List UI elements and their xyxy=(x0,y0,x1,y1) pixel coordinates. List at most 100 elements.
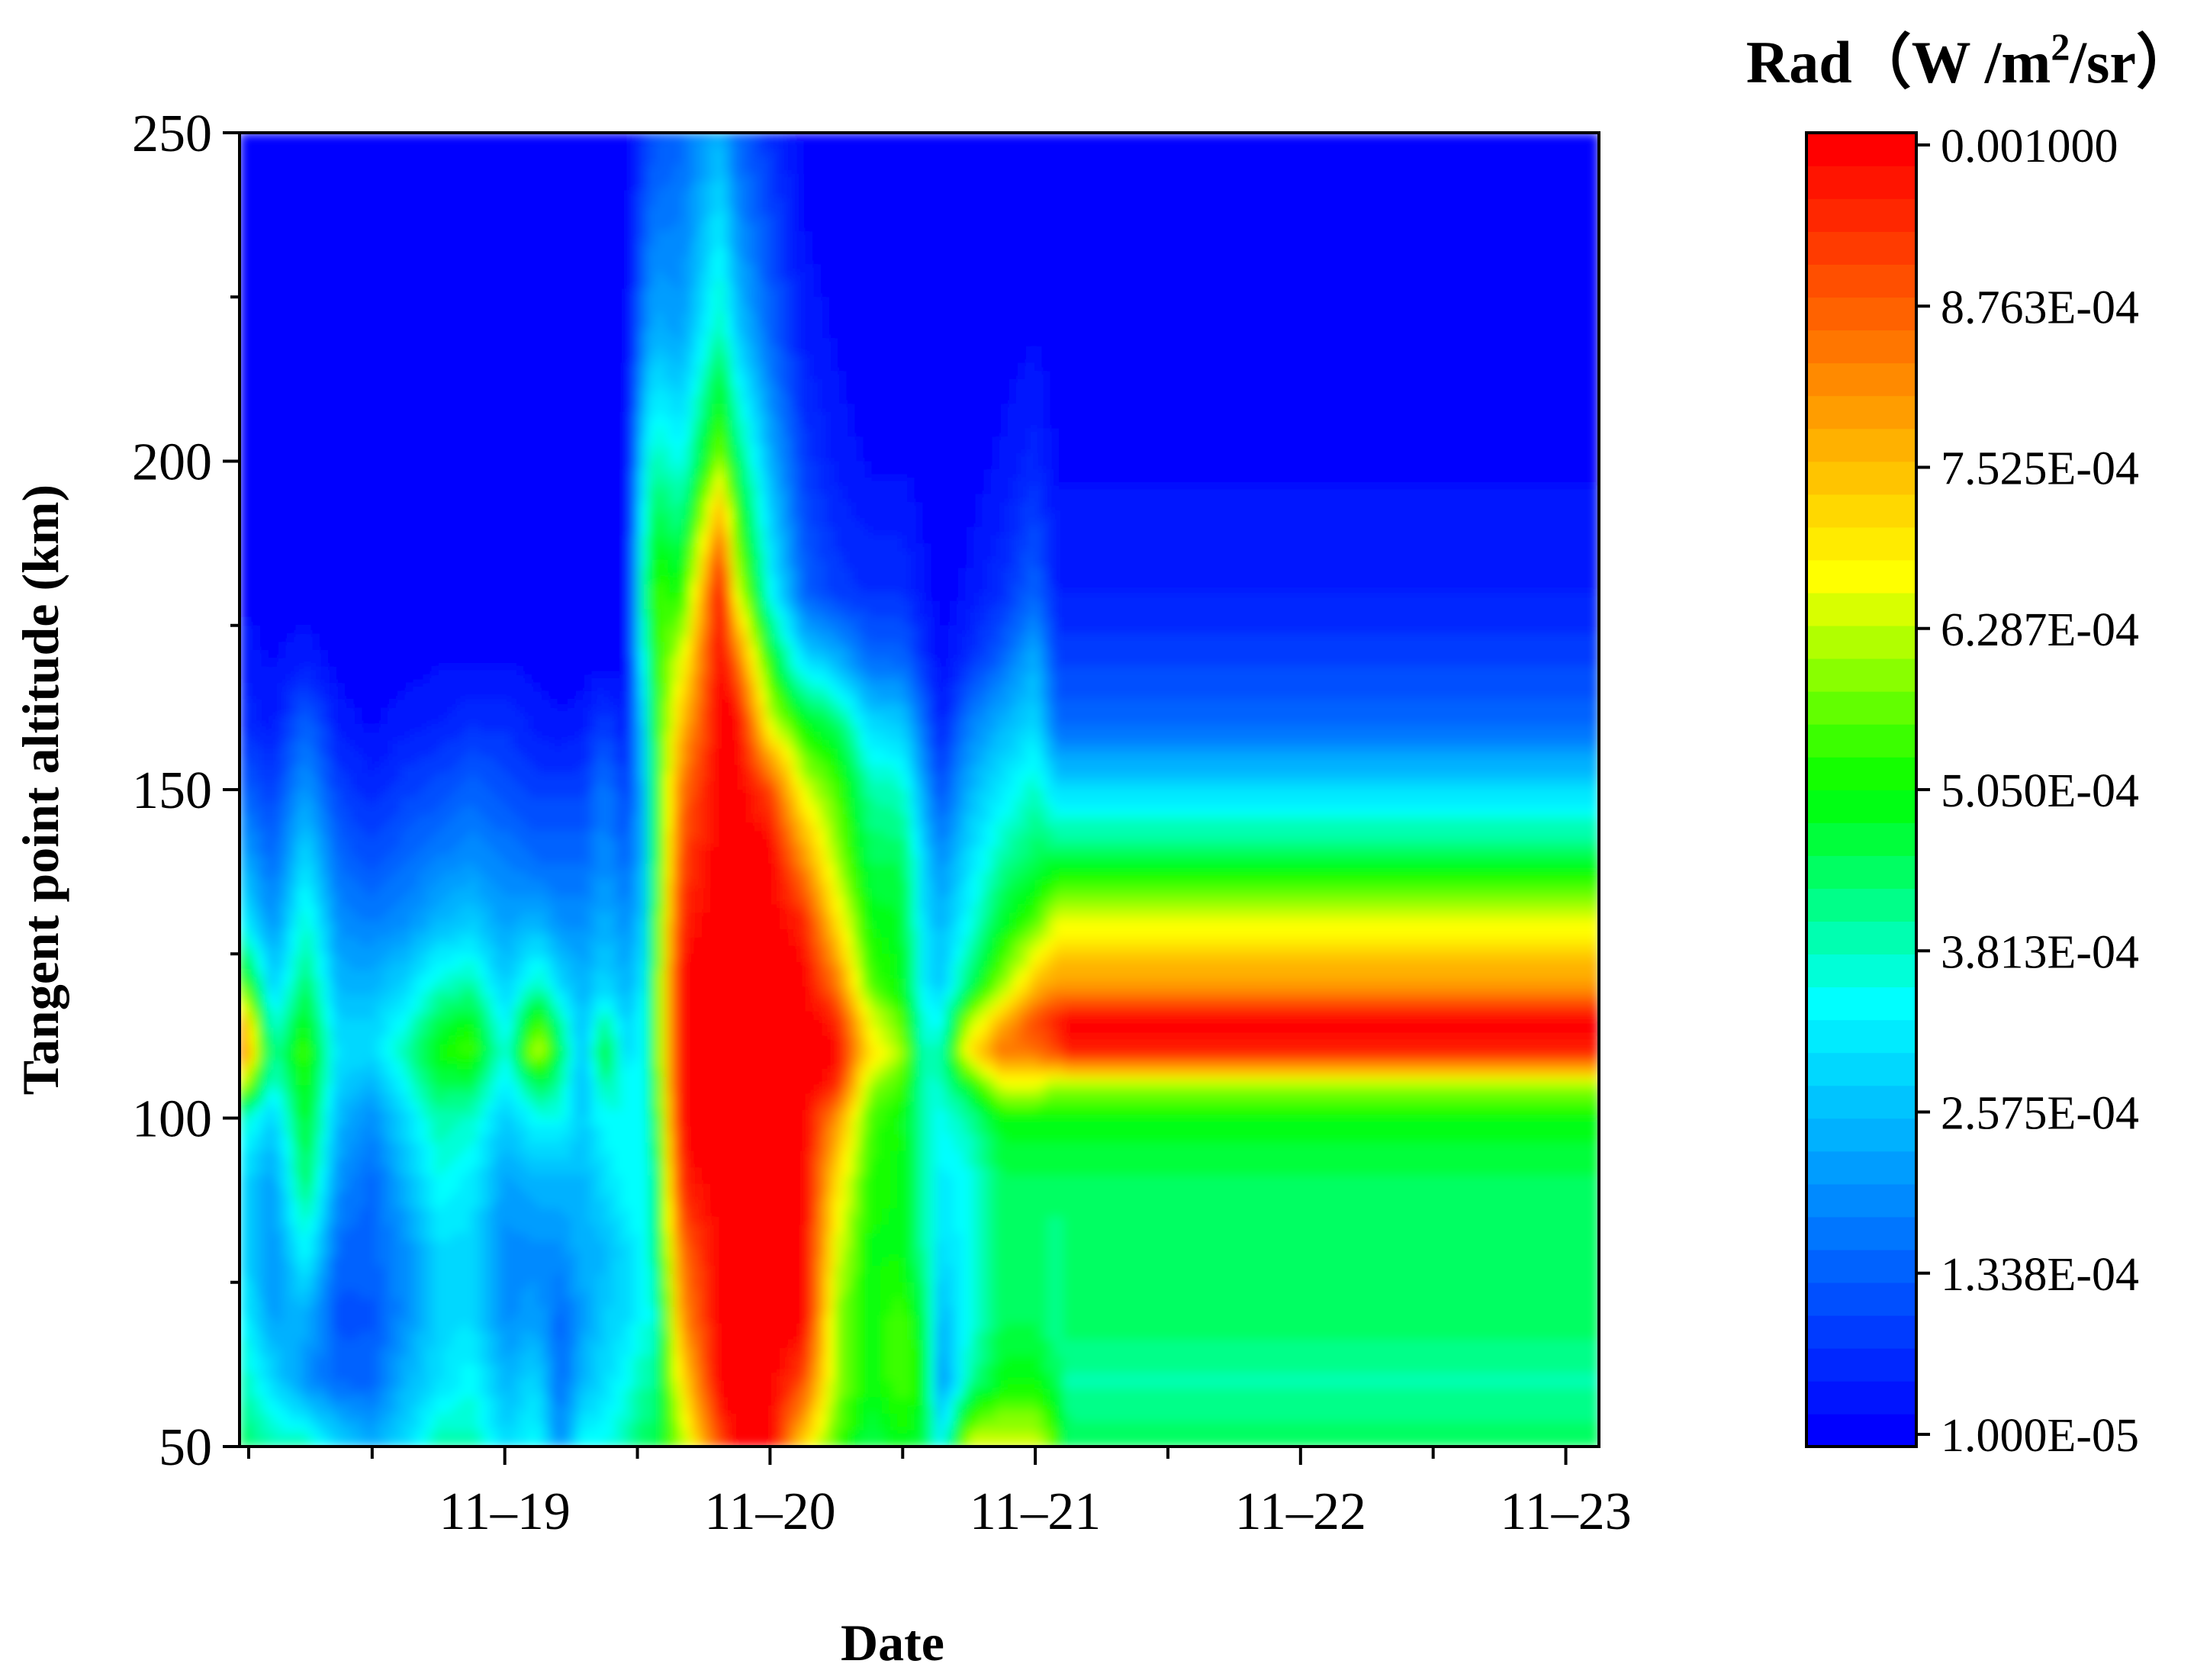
heatmap-cell xyxy=(723,166,733,175)
heatmap-cell xyxy=(571,157,581,166)
heatmap-cell xyxy=(825,280,835,290)
heatmap-cell xyxy=(851,157,861,166)
heatmap-cell xyxy=(1063,256,1073,265)
heatmap-cell xyxy=(1514,338,1523,347)
heatmap-cell xyxy=(452,387,462,397)
heatmap-cell xyxy=(1590,149,1599,159)
heatmap-cell xyxy=(996,346,1005,356)
heatmap-cell xyxy=(766,140,776,150)
heatmap-cell xyxy=(485,214,495,224)
heatmap-cell xyxy=(460,133,470,142)
heatmap-cell xyxy=(1522,321,1532,331)
heatmap-cell xyxy=(698,338,708,347)
heatmap-cell xyxy=(281,182,291,191)
heatmap-cell xyxy=(494,371,504,380)
heatmap-cell xyxy=(860,166,869,175)
heatmap-cell xyxy=(341,305,351,314)
heatmap-cell xyxy=(375,190,385,199)
heatmap-cell xyxy=(741,264,751,273)
heatmap-cell xyxy=(1573,346,1583,356)
heatmap-cell xyxy=(953,288,963,298)
heatmap-cell xyxy=(1250,280,1260,290)
heatmap-cell xyxy=(341,387,351,397)
heatmap-cell xyxy=(333,223,343,232)
heatmap-cell xyxy=(554,206,564,216)
heatmap-cell xyxy=(749,140,759,150)
heatmap-cell xyxy=(1573,362,1583,372)
heatmap-cell xyxy=(1216,371,1226,380)
heatmap-cell xyxy=(749,198,759,208)
heatmap-cell xyxy=(1301,173,1311,183)
heatmap-cell xyxy=(1386,239,1396,249)
heatmap-cell xyxy=(919,157,928,166)
heatmap-cell xyxy=(477,272,487,282)
heatmap-cell xyxy=(265,305,275,314)
heatmap-cell xyxy=(1012,354,1022,364)
heatmap-cell xyxy=(1403,378,1413,388)
heatmap-cell xyxy=(265,214,275,224)
heatmap-cell xyxy=(1165,346,1175,356)
heatmap-cell xyxy=(647,140,657,150)
heatmap-cell xyxy=(681,140,691,150)
heatmap-cell xyxy=(349,338,359,347)
heatmap-cell xyxy=(766,346,776,356)
heatmap-cell xyxy=(723,133,733,142)
heatmap-cell xyxy=(1140,206,1150,216)
heatmap-cell xyxy=(1148,362,1158,372)
heatmap-cell xyxy=(477,190,487,199)
heatmap-cell xyxy=(1530,378,1540,388)
heatmap-cell xyxy=(545,182,555,191)
heatmap-cell xyxy=(877,247,886,257)
heatmap-cell xyxy=(1029,378,1039,388)
heatmap-cell xyxy=(1411,256,1421,265)
heatmap-cell xyxy=(316,362,326,372)
heatmap-cell xyxy=(758,362,767,372)
heatmap-cell xyxy=(1275,264,1285,273)
heatmap-cell xyxy=(706,182,716,191)
heatmap-cell xyxy=(996,264,1005,273)
heatmap-cell xyxy=(1403,198,1413,208)
heatmap-cell xyxy=(1004,272,1014,282)
heatmap-cell xyxy=(375,256,385,265)
heatmap-cell xyxy=(1123,231,1133,240)
heatmap-cell xyxy=(1462,140,1472,150)
heatmap-cell xyxy=(426,190,436,199)
heatmap-cell xyxy=(477,288,487,298)
heatmap-cell xyxy=(987,338,997,347)
heatmap-cell xyxy=(860,354,869,364)
heatmap-cell xyxy=(426,288,436,298)
heatmap-cell xyxy=(1386,288,1396,298)
heatmap-cell xyxy=(1471,272,1481,282)
heatmap-cell xyxy=(1411,198,1421,208)
heatmap-cell xyxy=(333,362,343,372)
heatmap-cell xyxy=(868,149,878,159)
heatmap-cell xyxy=(1089,305,1099,314)
heatmap-cell xyxy=(1386,149,1396,159)
heatmap-cell xyxy=(485,198,495,208)
heatmap-cell xyxy=(1191,362,1201,372)
heatmap-cell xyxy=(604,354,614,364)
heatmap-cell xyxy=(367,157,376,166)
heatmap-cell xyxy=(630,149,640,159)
heatmap-cell xyxy=(1021,272,1031,282)
heatmap-cell xyxy=(1216,173,1226,183)
heatmap-cell xyxy=(511,371,521,380)
heatmap-cell xyxy=(248,272,258,282)
heatmap-cell xyxy=(571,346,581,356)
heatmap-cell xyxy=(690,362,700,372)
heatmap-cell xyxy=(265,362,275,372)
heatmap-cell xyxy=(1335,231,1345,240)
heatmap-cell xyxy=(545,149,555,159)
heatmap-cell xyxy=(248,166,258,175)
heatmap-cell xyxy=(273,371,283,380)
heatmap-cell xyxy=(1514,149,1523,159)
heatmap-cell xyxy=(240,264,249,273)
heatmap-cell xyxy=(1047,166,1056,175)
heatmap-cell xyxy=(893,256,903,265)
heatmap-cell xyxy=(953,280,963,290)
heatmap-cell xyxy=(741,280,751,290)
heatmap-cell xyxy=(1284,223,1294,232)
heatmap-cell xyxy=(1047,256,1056,265)
heatmap-cell xyxy=(1335,264,1345,273)
heatmap-cell xyxy=(367,362,376,372)
